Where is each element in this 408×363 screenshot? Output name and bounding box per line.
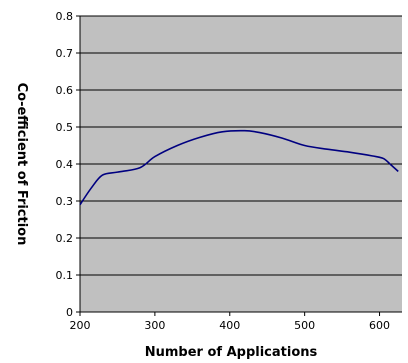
y-tick-label: 0.7 — [56, 47, 74, 60]
y-tick-label: 0.3 — [56, 195, 74, 208]
y-axis-ticks: 0 0.1 0.2 0.3 0.4 0.5 0.6 0.7 0.8 — [56, 10, 80, 319]
y-tick-label: 0.8 — [56, 10, 74, 23]
y-tick-label: 0.2 — [56, 232, 74, 245]
x-tick-label: 600 — [369, 319, 390, 332]
series-line — [79, 129, 399, 206]
y-tick-label: 0.1 — [56, 269, 74, 282]
x-axis-title: Number of Applications — [145, 345, 318, 360]
y-tick-label: 0.6 — [56, 84, 74, 97]
x-axis-ticks: 200 300 400 500 600 — [70, 312, 390, 332]
gridlines — [80, 15, 402, 276]
x-tick-label: 500 — [294, 319, 315, 332]
x-tick-label: 200 — [70, 319, 91, 332]
y-axis-title: Co-efficient of Friction — [14, 83, 29, 246]
y-tick-label: 0 — [66, 306, 73, 319]
y-tick-label: 0.5 — [56, 121, 74, 134]
x-tick-label: 300 — [144, 319, 165, 332]
y-tick-label: 0.4 — [56, 158, 74, 171]
x-tick-label: 400 — [219, 319, 240, 332]
